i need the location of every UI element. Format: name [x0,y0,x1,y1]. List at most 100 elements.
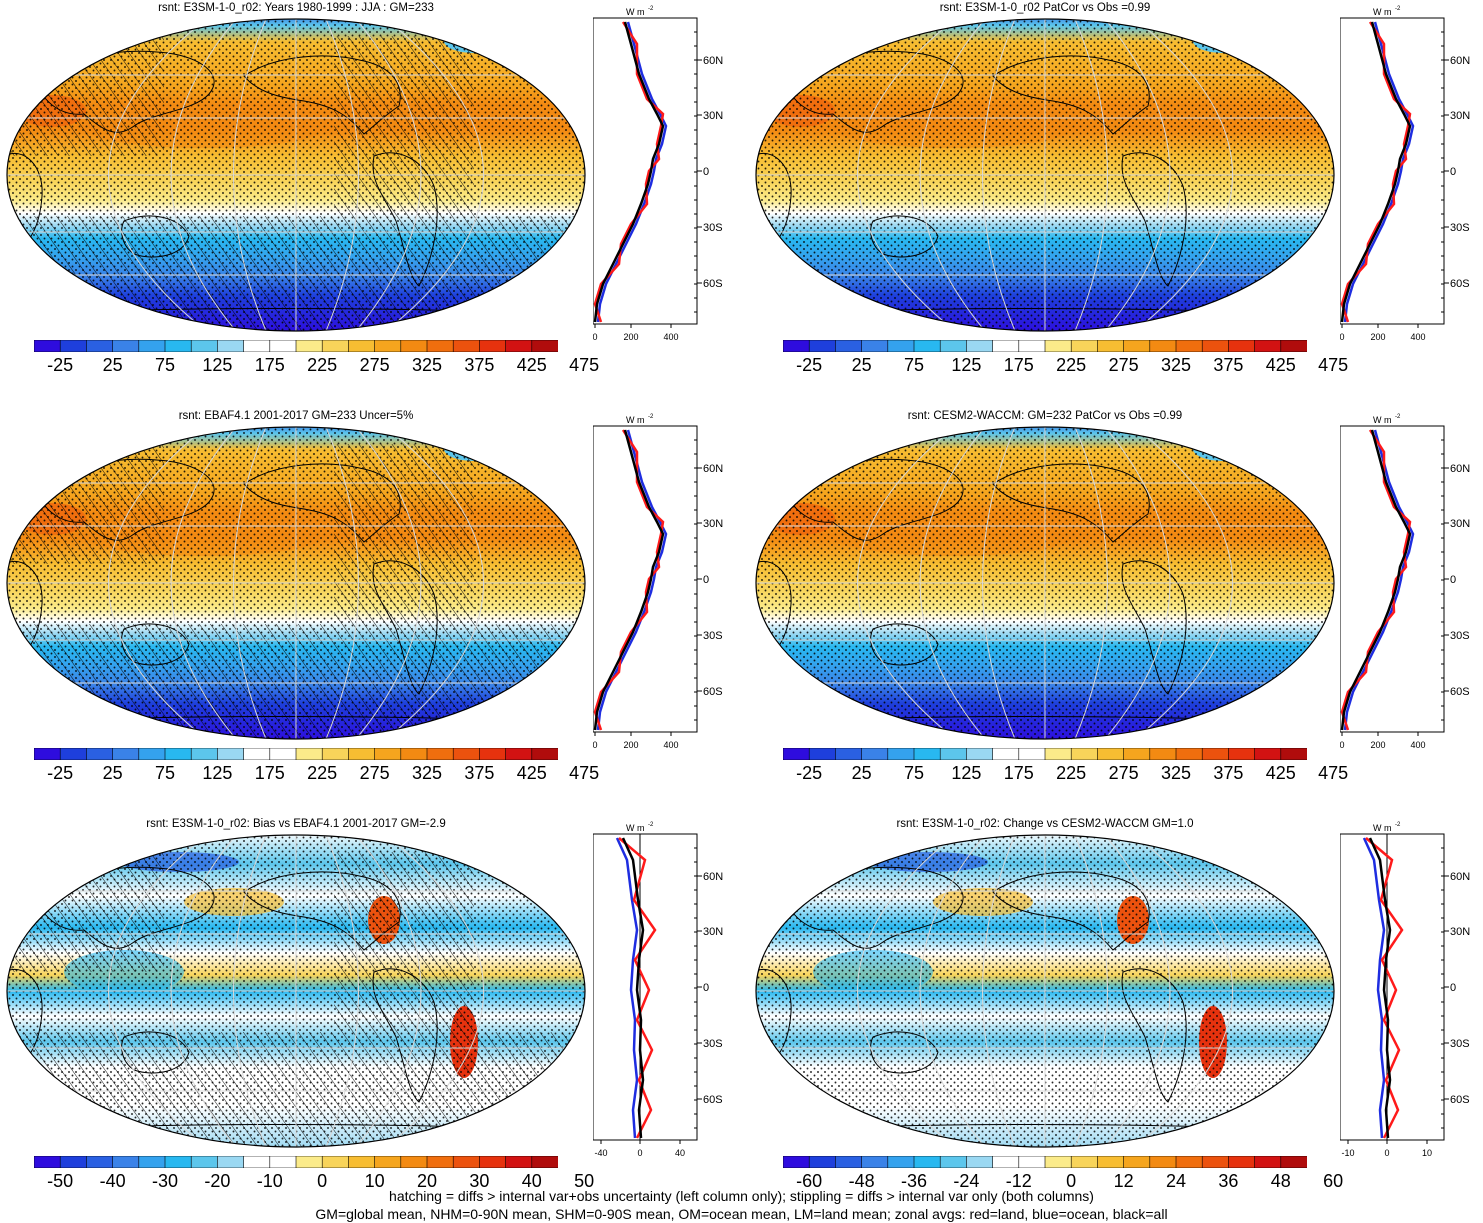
colorbar-tick-label: 75 [154,355,176,375]
colorbar-tick-label: 60 [1323,1171,1344,1191]
zonal-value-label: 200 [1370,740,1385,750]
zonal-mean-plot: W m -2 60N 30N 0 30S 60S 0 200 400 [593,6,723,342]
zonal-land-line [1340,429,1412,731]
zonal-unit-exponent: -2 [648,414,654,420]
colorbar-tick-label: 125 [951,763,982,783]
colorbar-tick-label: 36 [1218,1171,1239,1191]
zonal-all-line [1340,21,1412,323]
zonal-lat-label: 0 [703,574,709,586]
colorbar-tick-label: 25 [851,763,872,783]
zonal-lat-label: 0 [703,166,709,178]
zonal-lat-label: 0 [1450,574,1456,586]
zonal-lat-label: 60N [1450,55,1470,67]
zonal-lat-label: 60S [703,686,723,698]
colorbar-tick-label: 48 [1270,1171,1291,1191]
zonal-unit: W m [626,7,645,17]
zonal-mean-plot: W m -2 60N 30N 0 30S 60S -10 0 10 [1340,822,1470,1158]
zonal-lat-label: 60S [1450,1094,1470,1106]
colorbar-tick-label: 375 [1213,763,1244,783]
zonal-value-label: 0 [593,332,598,342]
colorbar-tick-label: -36 [900,1171,928,1191]
zonal-ocean-line [1362,837,1386,1139]
colorbar-tick-label: 375 [464,355,495,375]
colorbar-tick-label: 175 [1003,763,1034,783]
zonal-mean-plot: W m -2 60N 30N 0 30S 60S 0 200 400 [1340,6,1470,342]
zonal-land-line [593,21,665,323]
colorbar-tick-label: 30 [469,1171,490,1191]
panel-title: rsnt: E3SM-1-0_r02: Years 1980-1999 : JJ… [158,2,434,14]
zonal-lat-label: 0 [1450,166,1456,178]
colorbar-tick-label: 425 [516,763,547,783]
colorbar-tick-label: 275 [359,355,390,375]
colorbar [783,1156,1307,1168]
colorbar-tick-label: -30 [151,1171,179,1191]
zonal-land-line [618,837,657,1139]
zonal-lat-label: 30N [1450,518,1470,530]
colorbar-tick-label: 225 [1056,763,1087,783]
colorbar-tick-label: 375 [1213,355,1244,375]
zonal-lat-label: 30S [1450,1038,1470,1050]
zonal-all-line [593,21,665,323]
colorbar-tick-label: 125 [951,355,982,375]
colorbar-tick-label: 325 [1160,763,1192,783]
zonal-land-line [593,429,665,731]
colorbar-tick-label: 0 [317,1171,328,1191]
colorbar-tick-label: -40 [99,1171,126,1191]
zonal-mean-plot: W m -2 60N 30N 0 30S 60S 0 200 400 [1340,414,1470,750]
zonal-value-label: 200 [623,740,638,750]
zonal-all-line [1340,429,1412,731]
zonal-value-label: 0 [1384,1148,1389,1158]
zonal-unit: W m [626,415,645,425]
zonal-lat-label: 60N [1450,463,1470,475]
colorbar-tick-label: 375 [464,763,495,783]
zonal-lat-label: 60S [703,278,723,290]
zonal-unit-exponent: -2 [648,822,654,828]
zonal-all-line [593,429,665,731]
zonal-lat-label: 0 [1450,982,1456,994]
robinson-map [6,18,586,332]
zonal-lat-label: 30S [1450,222,1470,234]
robinson-map [6,426,586,740]
zonal-lat-label: 60S [1450,686,1470,698]
zonal-land-line [1340,21,1412,323]
robinson-map [755,834,1335,1148]
colorbar-tick-label: 275 [359,763,390,783]
zonal-value-label: 400 [663,332,678,342]
zonal-ocean-line [615,837,639,1139]
colorbar-tick-label: -20 [204,1171,231,1191]
zonal-unit: W m [1373,415,1392,425]
zonal-value-label: 200 [623,332,638,342]
zonal-value-label: 0 [1340,740,1345,750]
zonal-lat-label: 30N [1450,926,1470,938]
panel-title: rsnt: E3SM-1-0_r02: Bias vs EBAF4.1 2001… [146,818,446,830]
colorbar-tick-label: 225 [1056,355,1087,375]
panel-title: rsnt: E3SM-1-0_r02 PatCor vs Obs =0.99 [939,2,1151,14]
colorbar-tick-label: 475 [1318,355,1349,375]
colorbar-tick-label: 425 [516,355,547,375]
colorbar-tick-label: 325 [411,763,443,783]
robinson-map [755,18,1335,332]
robinson-map [6,834,586,1148]
zonal-unit-exponent: -2 [648,6,654,12]
zonal-value-label: 200 [1370,332,1385,342]
colorbar-tick-label: -12 [1005,1171,1032,1191]
colorbar-tick-label: 175 [254,763,285,783]
zonal-lat-label: 30N [1450,110,1470,122]
zonal-value-label: 400 [663,740,678,750]
colorbar-tick-label: -48 [848,1171,875,1191]
colorbar-tick-label: -24 [953,1171,980,1191]
zonal-unit: W m [1373,823,1392,833]
colorbar-tick-label: 425 [1265,763,1296,783]
colorbar [783,340,1307,352]
colorbar-tick-label: 75 [154,763,176,783]
colorbar-tick-label: -60 [796,1171,823,1191]
panel-title: rsnt: CESM2-WACCM: GM=232 PatCor vs Obs … [907,410,1183,422]
colorbar-tick-label: 75 [903,355,925,375]
zonal-all-line [1368,837,1392,1139]
zonal-unit-exponent: -2 [1395,6,1401,12]
panel-title: rsnt: E3SM-1-0_r02: Change vs CESM2-WACC… [896,818,1194,830]
colorbar-tick-label: -25 [47,355,74,375]
zonal-value-label: -10 [1341,1148,1354,1158]
colorbar-tick-label: 475 [569,763,600,783]
zonal-value-label: 0 [1340,332,1345,342]
